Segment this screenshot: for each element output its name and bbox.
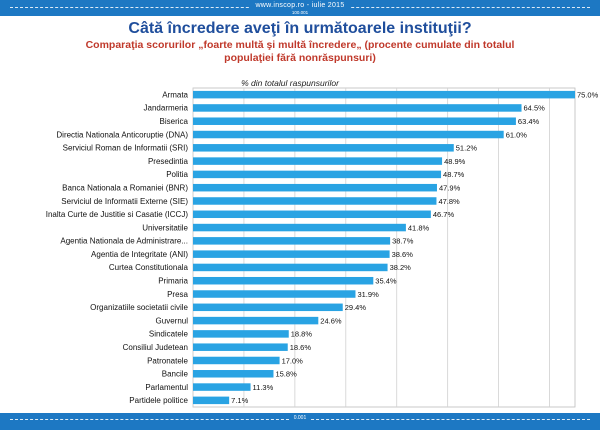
bar xyxy=(193,290,356,298)
header-page-marker: 100.001 xyxy=(291,10,309,15)
category-label: Primaria xyxy=(158,277,188,286)
category-label: Presa xyxy=(167,290,188,299)
footer-bar: 0.001 xyxy=(0,413,600,430)
value-label: 38.7% xyxy=(392,237,414,246)
category-label: Serviciul Roman de Informatii (SRI) xyxy=(63,144,189,153)
bar xyxy=(193,237,391,245)
value-label: 18.8% xyxy=(291,330,313,339)
category-label: Organizatiile societatii civile xyxy=(90,303,188,312)
value-label: 18.6% xyxy=(290,343,312,352)
chart-subtitle: Comparaţia scorurilor „foarte multă şi m… xyxy=(85,39,515,64)
header-bar: www.inscop.ro - iulie 2015 100.001 xyxy=(0,0,600,16)
category-label: Biserica xyxy=(160,117,189,126)
bar xyxy=(193,157,443,165)
bar xyxy=(193,130,504,139)
value-label: 38.6% xyxy=(392,250,414,259)
category-label: Banca Nationala a Romaniei (BNR) xyxy=(62,183,188,192)
bar xyxy=(193,343,288,351)
category-label: Politia xyxy=(166,170,188,179)
bar xyxy=(193,316,319,325)
category-label: Partidele politice xyxy=(129,396,188,405)
category-label: Sindicatele xyxy=(149,330,189,339)
value-label: 48.9% xyxy=(444,157,466,166)
category-label: Consiliul Judetean xyxy=(123,343,188,352)
footer-page-marker: 0.001 xyxy=(289,415,311,421)
bar xyxy=(193,250,390,258)
category-label: Parlamentul xyxy=(145,383,188,392)
chart-title: Câtă încredere aveţi în următoarele inst… xyxy=(128,20,472,37)
category-label: Inalta Curte de Justitie si Casatie (ICC… xyxy=(46,210,189,219)
value-label: 15.8% xyxy=(275,370,297,379)
category-label: Directia Nationala Anticoruptie (DNA) xyxy=(56,130,188,139)
bar xyxy=(193,370,274,378)
value-label: 24.6% xyxy=(320,316,342,325)
bar xyxy=(193,90,575,99)
category-label: Bancile xyxy=(162,370,189,379)
value-label: 31.9% xyxy=(357,290,379,299)
bar xyxy=(193,183,437,192)
bar xyxy=(193,263,388,272)
category-label: Armata xyxy=(162,90,188,99)
bar xyxy=(193,170,442,179)
bar xyxy=(193,223,406,232)
value-label: 63.4% xyxy=(518,117,540,126)
value-label: 11.3% xyxy=(253,383,274,392)
category-label: Agentia Nationala de Administrare... xyxy=(60,237,188,246)
category-label: Jandarmeria xyxy=(144,104,189,113)
value-label: 29.4% xyxy=(345,303,367,312)
bar xyxy=(193,197,437,205)
value-label: 51.2% xyxy=(456,144,478,153)
bar xyxy=(193,396,230,405)
bar xyxy=(193,104,522,112)
value-label: 75.0% xyxy=(577,90,599,99)
value-label: 17.0% xyxy=(282,356,304,365)
bar xyxy=(193,117,516,125)
value-label: 41.8% xyxy=(408,223,430,232)
category-label: Agentia de Integritate (ANI) xyxy=(91,250,188,259)
value-label: 38.2% xyxy=(390,263,412,272)
bar xyxy=(193,144,454,152)
category-label: Universitatile xyxy=(142,223,188,232)
value-label: 35.4% xyxy=(375,277,397,286)
category-label: Serviciul de Informatii Externe (SIE) xyxy=(61,197,188,206)
value-label: 48.7% xyxy=(443,170,465,179)
value-label: 47.9% xyxy=(439,183,461,192)
value-label: 61.0% xyxy=(506,130,528,139)
category-label: Presedintia xyxy=(148,157,189,166)
bar xyxy=(193,276,374,285)
x-axis-label: % din totalul raspunsurilor xyxy=(241,78,340,88)
bar xyxy=(193,330,289,338)
value-label: 64.5% xyxy=(524,104,546,113)
site-url[interactable]: www.inscop.ro - iulie 2015 xyxy=(249,2,351,9)
value-label: 46.7% xyxy=(433,210,455,219)
bar xyxy=(193,210,431,219)
category-label: Guvernul xyxy=(156,316,189,325)
bar xyxy=(193,383,251,391)
category-label: Curtea Constitutionala xyxy=(109,263,189,272)
bar xyxy=(193,303,343,312)
value-label: 7.1% xyxy=(231,396,248,405)
category-label: Patronatele xyxy=(147,356,188,365)
value-label: 47.8% xyxy=(438,197,460,206)
bar xyxy=(193,356,280,365)
